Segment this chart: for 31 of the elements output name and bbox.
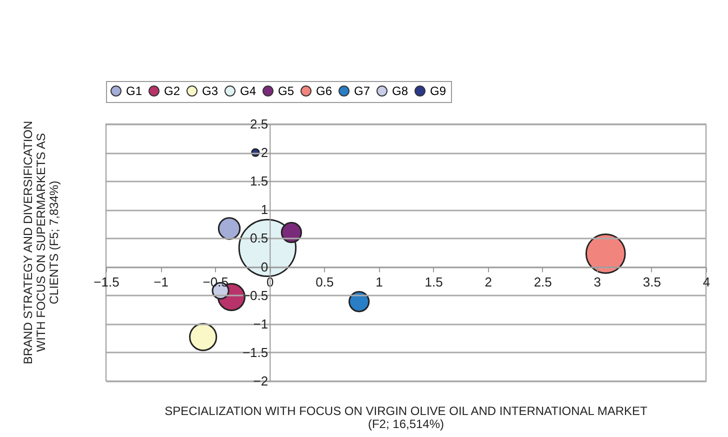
legend-label: G7 bbox=[354, 84, 370, 98]
legend-label: G9 bbox=[430, 84, 446, 98]
x-tick-label: 1 bbox=[376, 274, 383, 290]
y-tick-label: 2.5 bbox=[250, 116, 268, 132]
y-tick-label: −1.5 bbox=[242, 344, 268, 360]
legend-label: G1 bbox=[126, 84, 142, 98]
x-tick-label: −1.5 bbox=[94, 274, 120, 290]
x-tick-label: 2 bbox=[484, 274, 492, 290]
y-tick-label: −1 bbox=[253, 316, 268, 332]
y-tick-label: −2 bbox=[253, 374, 268, 388]
x-tick-label: 3 bbox=[594, 274, 602, 290]
legend-label: G2 bbox=[164, 84, 180, 98]
legend-label: G8 bbox=[392, 84, 408, 98]
y-tick-label: 0.5 bbox=[250, 230, 268, 246]
legend-label: G6 bbox=[316, 84, 332, 98]
y-tick-label: −0.5 bbox=[242, 288, 268, 303]
x-tick-label: 4 bbox=[702, 274, 710, 290]
legend-label: G3 bbox=[202, 84, 218, 98]
x-tick-label: 1.5 bbox=[424, 274, 443, 290]
y-tick-label: 1 bbox=[260, 202, 268, 218]
legend-label: G5 bbox=[278, 84, 294, 98]
legend-label: G4 bbox=[240, 84, 256, 98]
x-axis-title: SPECIALIZATION WITH FOCUS ON VIRGIN OLIVE OIL AND INTERNATIONAL MARKET (F2; 16,514%) bbox=[164, 404, 648, 431]
y-tick-label: 2 bbox=[260, 145, 268, 160]
x-tick-label: 0.5 bbox=[316, 274, 334, 290]
y-axis-title: BRAND STRATEGY AND DIVERSIFICATION WITH FOCUS ON SUPERMARKETS AS CLIENTS (F5; 7,834%) bbox=[21, 120, 61, 364]
x-tick-label: 3.5 bbox=[642, 274, 661, 290]
x-tick-label: 2.5 bbox=[534, 274, 552, 290]
y-tick-label: 1.5 bbox=[250, 174, 268, 189]
x-tick-label: −1 bbox=[154, 274, 168, 290]
y-tick-label: 0 bbox=[260, 259, 268, 274]
